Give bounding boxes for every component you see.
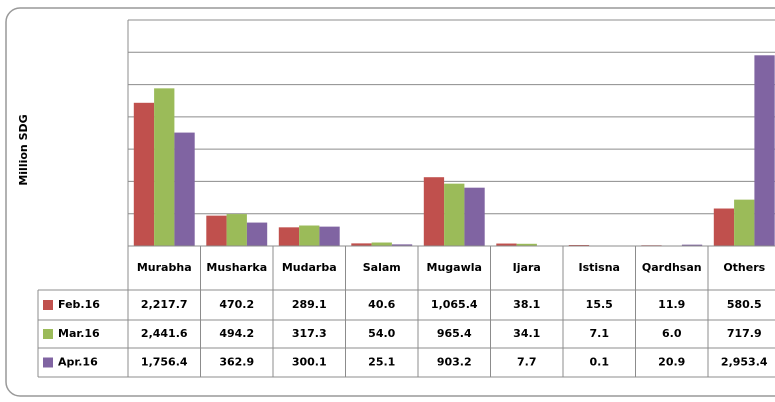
bar [516,243,537,246]
table-value: 34.1 [513,327,540,340]
bar [371,242,392,246]
table-value: 15.5 [586,298,613,311]
table-value: 38.1 [513,298,540,311]
table-value: 470.2 [219,298,254,311]
bar [319,226,340,246]
bar [133,102,155,246]
legend-swatch [43,357,53,368]
bar [681,244,703,246]
table-value: 25.1 [368,356,395,369]
bar [568,244,590,246]
table-value: 7.1 [590,327,610,340]
bar [154,88,175,246]
table-value: 6.0 [662,327,682,340]
table-value: 40.6 [368,298,395,311]
table-value: 289.1 [292,298,327,311]
table-value: 717.9 [727,327,762,340]
bar [444,183,465,246]
chart-frame [5,7,775,397]
table-value: 580.5 [727,298,762,311]
bar [351,243,372,246]
category-label: Musharka [206,261,267,274]
legend-swatch [43,300,53,310]
category-label: Murabha [137,261,192,274]
bar [734,199,755,246]
legend-label: Feb.16 [58,298,100,311]
category-label: Ijara [513,261,541,274]
bar [496,243,517,246]
bar [206,215,227,246]
bar [278,227,300,246]
table-value: 11.9 [658,298,685,311]
table-value: 300.1 [292,356,327,369]
bar [299,225,320,246]
table-value: 494.2 [219,327,254,340]
bar [754,55,775,247]
table-value: 362.9 [219,356,254,369]
table-value: 20.9 [658,356,685,369]
legend-swatch [43,329,53,339]
bar [174,132,195,246]
table-value: 317.3 [292,327,327,340]
category-label: Salam [363,261,401,274]
bar [246,222,268,246]
legend-label: Mar.16 [58,327,100,340]
legend-label: Apr.16 [58,356,98,369]
table-value: 2,217.7 [141,298,188,311]
table-value: 0.1 [590,356,610,369]
bar [226,214,247,246]
table-value: 2,953.4 [721,356,768,369]
bar [423,177,445,246]
table-value: 2,441.6 [141,327,188,340]
category-label: Mudarba [282,261,337,274]
y-axis-label: Million SDG [17,114,30,185]
category-label: Istisna [579,261,620,274]
table-value: 54.0 [368,327,395,340]
bar [391,244,413,246]
table-value: 1,065.4 [431,298,478,311]
table-value: 7.7 [517,356,537,369]
category-label: Qardhsan [642,261,702,274]
category-label: Others [723,261,765,274]
category-label: Mugawla [427,261,482,274]
table-value: 965.4 [437,327,472,340]
table-value: 903.2 [437,356,472,369]
table-value: 1,756.4 [141,356,188,369]
bar [464,187,485,246]
bar [713,208,735,246]
